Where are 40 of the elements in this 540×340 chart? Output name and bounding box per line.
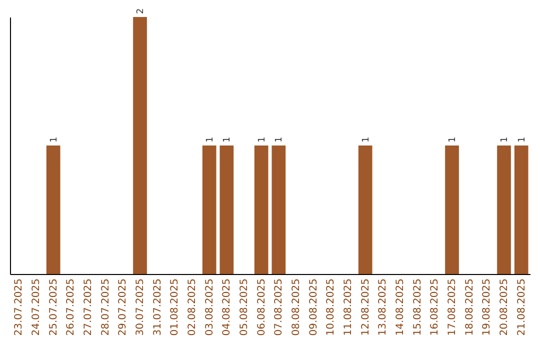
data-label: 1 (361, 136, 372, 142)
x-tick-label: 24.07.2025 (31, 278, 42, 336)
x-tick-label: 16.08.2025 (430, 278, 441, 336)
x-tick-label: 10.08.2025 (326, 278, 337, 336)
x-tick-label: 12.08.2025 (360, 278, 372, 336)
x-tick-label: 18.08.2025 (464, 278, 476, 336)
data-label: 1 (500, 136, 510, 142)
x-tick-label: 21.08.2025 (516, 278, 528, 336)
x-tick-label: 15.08.2025 (412, 278, 424, 336)
x-tick-label: 05.08.2025 (239, 278, 250, 336)
data-label: 1 (448, 136, 458, 142)
x-tick-label: 03.08.2025 (204, 278, 216, 336)
x-tick-label: 29.07.2025 (118, 278, 129, 336)
x-tick-label: 26.07.2025 (66, 278, 77, 336)
x-tick-label: 06.08.2025 (256, 278, 268, 336)
data-label: 2 (136, 8, 146, 14)
x-tick-label: 31.07.2025 (152, 278, 164, 336)
x-tick-label: 17.08.2025 (447, 278, 458, 336)
x-tick-label: 11.08.2025 (343, 278, 354, 336)
x-tick-label: 25.07.2025 (48, 278, 60, 336)
x-tick-label: 08.08.2025 (291, 278, 302, 336)
x-tick-label: 28.07.2025 (100, 278, 112, 336)
data-label: 1 (205, 136, 216, 142)
data-label: 1 (517, 136, 528, 142)
x-tick-label: 20.08.2025 (499, 278, 510, 336)
data-label: 1 (222, 136, 233, 142)
x-tick-label: 30.07.2025 (135, 278, 146, 336)
x-tick-label: 09.08.2025 (308, 278, 320, 336)
x-tick-label: 07.08.2025 (274, 278, 285, 336)
x-tick-label: 02.08.2025 (187, 278, 198, 336)
x-tick-label: 23.07.2025 (14, 278, 25, 336)
x-tick-label: 19.08.2025 (482, 278, 493, 336)
data-label: 1 (274, 136, 285, 142)
x-tick-label: 04.08.2025 (222, 278, 233, 336)
data-label: 1 (257, 136, 268, 142)
x-tick-label: 01.08.2025 (170, 278, 181, 336)
data-label: 1 (49, 136, 60, 142)
x-tick-label: 13.08.2025 (378, 278, 389, 336)
x-tick-label: 14.08.2025 (395, 278, 406, 336)
x-tick-label: 27.07.2025 (83, 278, 94, 336)
